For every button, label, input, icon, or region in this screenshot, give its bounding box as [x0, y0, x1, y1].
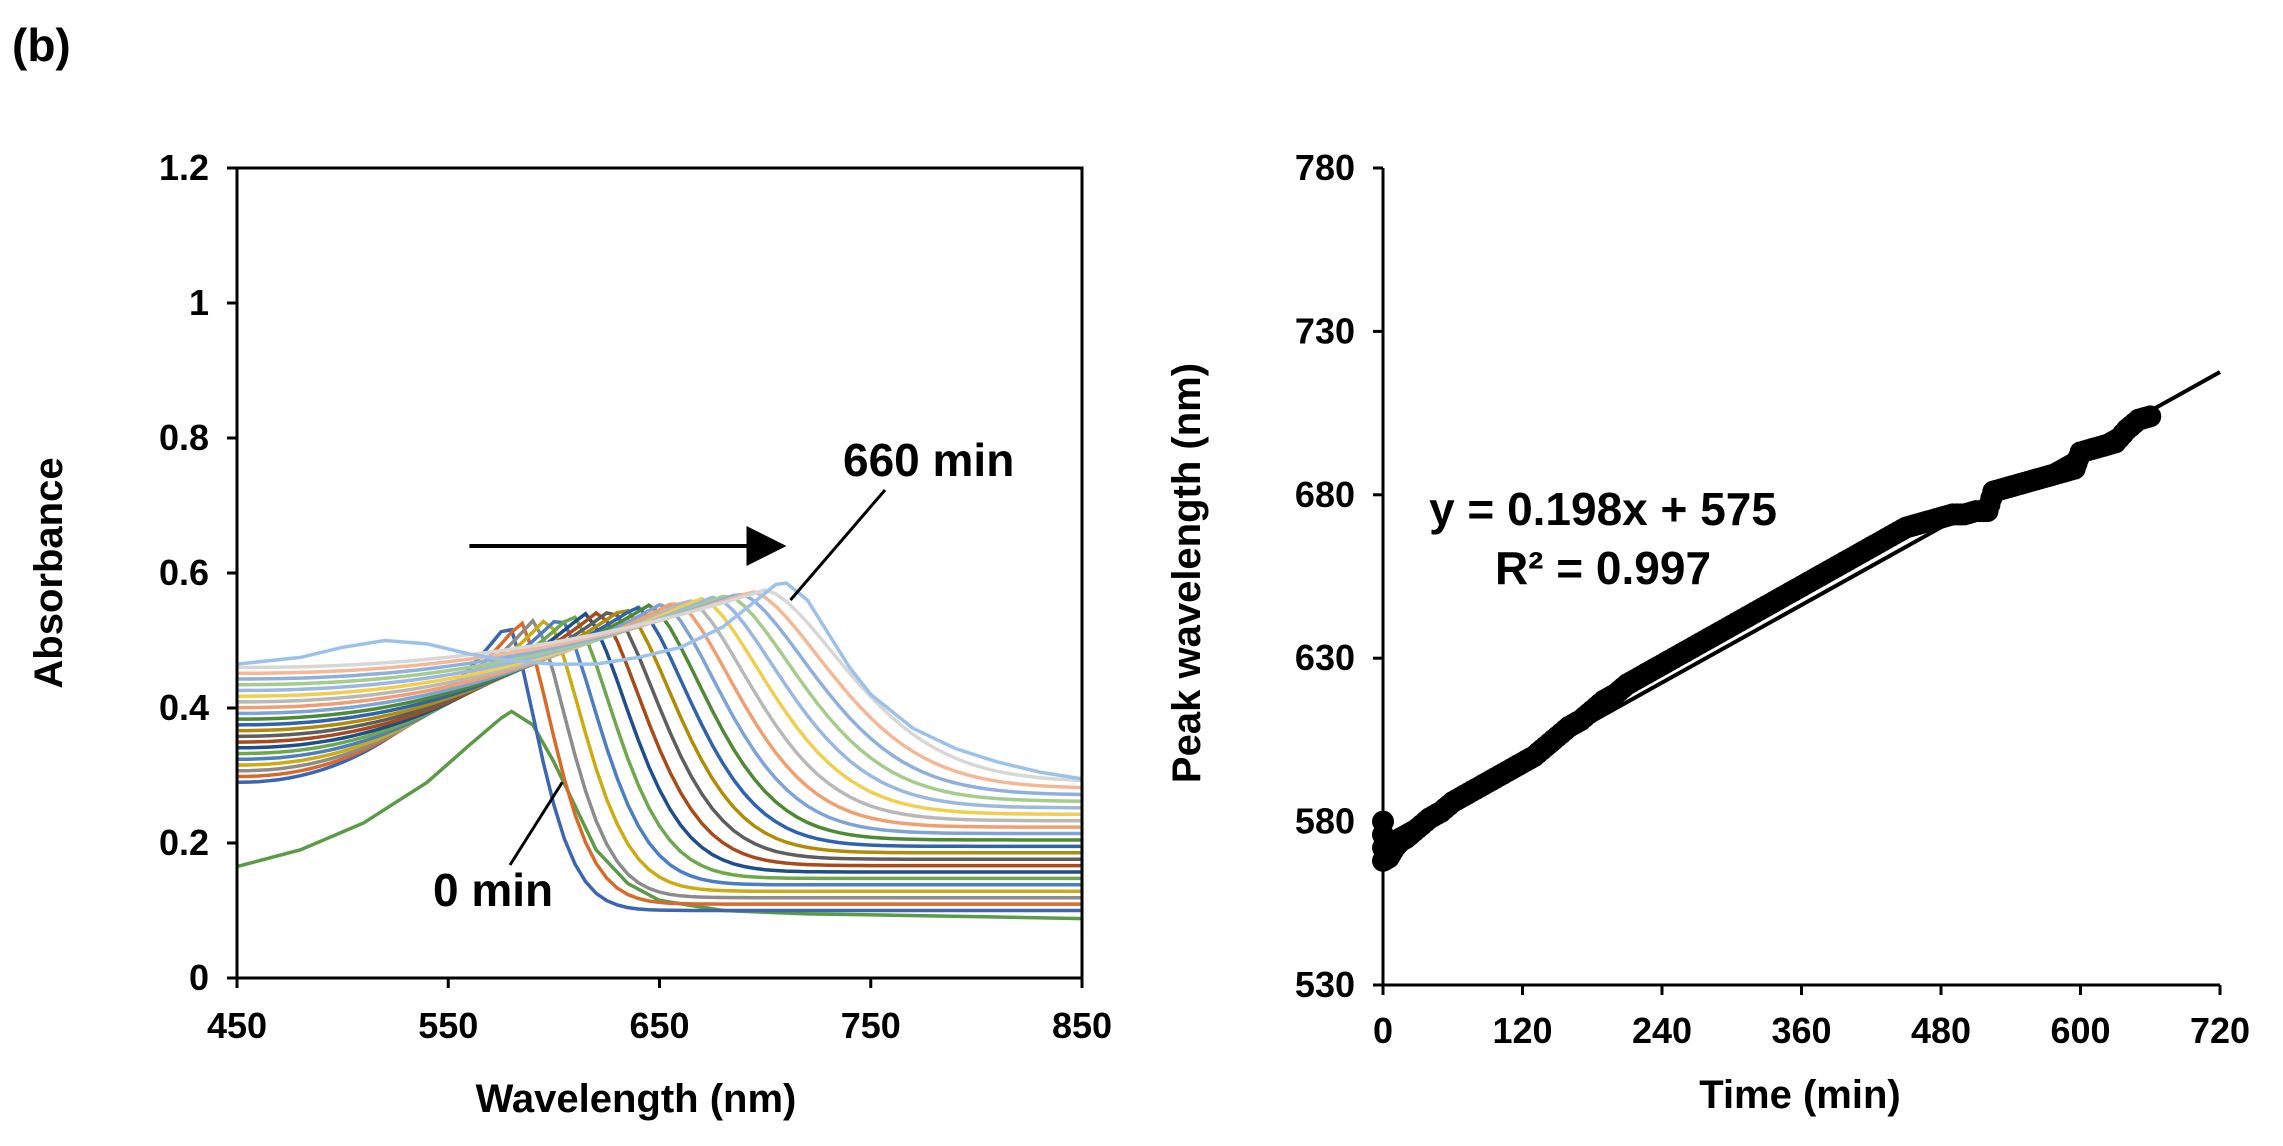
spectrum-line-660-min: [236, 581, 1083, 781]
spectrum-line-5: [236, 620, 1082, 887]
left-x-tick-labels: 450 550 650 750 850: [207, 978, 1112, 1046]
right-y-tick-label: 630: [1295, 637, 1355, 678]
left-x-tick-label: 450: [207, 1005, 267, 1046]
annotation-660-min: 660 min: [843, 434, 1014, 486]
right-x-axis-title: Time (min): [1699, 1073, 1901, 1117]
data-points-group: [1372, 405, 2162, 872]
right-y-axis-title: Peak wavelength (nm): [1165, 363, 1209, 783]
right-y-tick-label: 730: [1295, 310, 1355, 351]
right-x-tick-label: 480: [1911, 1010, 1971, 1051]
left-x-tick-label: 850: [1052, 1005, 1112, 1046]
peak-wavelength-chart: 530 580 630 680 730 780 0 120 240 360 480 600 720 T…: [1165, 147, 2250, 1117]
r-squared-label: R² = 0.997: [1495, 542, 1711, 594]
left-y-tick-label: 1: [189, 282, 209, 323]
right-x-tick-label: 0: [1373, 1010, 1393, 1051]
spectrum-line-13: [237, 602, 1082, 836]
spectrum-line-9: [236, 611, 1082, 861]
left-y-tick-label: 1.2: [159, 147, 209, 188]
left-x-tick-label: 750: [841, 1005, 901, 1046]
left-x-tick-label: 550: [418, 1005, 478, 1046]
leader-line-0-min: [508, 781, 564, 866]
absorbance-spectra-chart: 0 0.2 0.4 0.6 0.8 1 1.2 450 550 650 750 850 Wavele…: [27, 147, 1112, 1121]
annotation-0-min: 0 min: [433, 864, 553, 916]
right-y-tick-label: 530: [1295, 964, 1355, 1005]
right-x-tick-label: 720: [2190, 1010, 2250, 1051]
spectrum-line-3: [236, 617, 1082, 900]
spectrum-line-10: [237, 608, 1082, 855]
left-y-axis-title: Absorbance: [27, 457, 71, 688]
right-x-tick-label: 600: [2050, 1010, 2110, 1051]
spectrum-line-14: [236, 602, 1082, 829]
left-y-tick-labels: 0 0.2 0.4 0.6 0.8 1 1.2: [159, 147, 237, 998]
right-y-tick-labels: 530 580 630 680 730 780: [1295, 147, 1383, 1005]
spectrum-line-6: [236, 615, 1082, 881]
data-point: [2139, 405, 2162, 428]
right-x-tick-labels: 0 120 240 360 480 600 720: [1373, 985, 2250, 1051]
left-y-tick-label: 0.4: [159, 687, 209, 728]
spectrum-line-15: [237, 599, 1082, 823]
left-y-tick-label: 0: [189, 957, 209, 998]
spectrum-line-21: [237, 588, 1083, 783]
panel-label: (b): [12, 19, 71, 71]
spectrum-line-11: [236, 605, 1082, 849]
right-y-tick-label: 780: [1295, 147, 1355, 188]
right-y-tick-label: 680: [1295, 474, 1355, 515]
left-y-tick-label: 0.8: [159, 417, 209, 458]
left-annotations: [469, 489, 887, 866]
spectrum-line-4: [237, 619, 1082, 894]
right-x-tick-label: 360: [1771, 1010, 1831, 1051]
spectrum-line-16: [237, 596, 1083, 817]
spectra-series-group: [236, 581, 1083, 921]
spectrum-line-17: [236, 595, 1083, 810]
spectrum-line-7: [237, 611, 1082, 874]
left-x-tick-label: 650: [629, 1005, 689, 1046]
regression-equation: y = 0.198x + 575: [1429, 483, 1777, 535]
right-x-tick-label: 240: [1632, 1010, 1692, 1051]
spectrum-line-12: [237, 603, 1082, 842]
left-y-tick-label: 0.6: [159, 552, 209, 593]
right-y-tick-label: 580: [1295, 801, 1355, 842]
spectrum-line-8: [236, 610, 1082, 868]
left-x-axis-title: Wavelength (nm): [476, 1077, 797, 1121]
leader-line-660-min: [789, 489, 887, 601]
right-x-tick-label: 120: [1492, 1010, 1552, 1051]
left-y-tick-label: 0.2: [159, 822, 209, 863]
